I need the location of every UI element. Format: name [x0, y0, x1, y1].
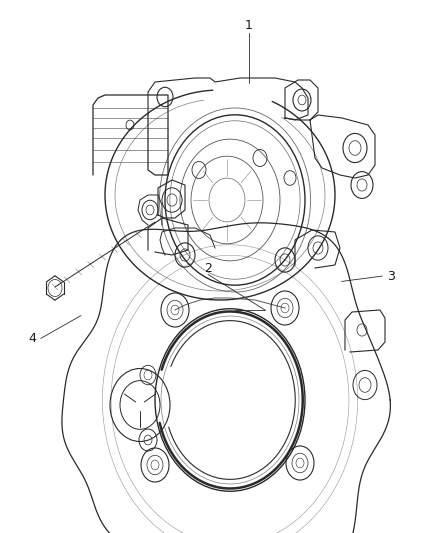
Text: 4: 4 [28, 332, 36, 345]
Text: 1: 1 [245, 19, 253, 32]
Text: 3: 3 [387, 270, 395, 282]
Text: 2: 2 [204, 262, 212, 274]
